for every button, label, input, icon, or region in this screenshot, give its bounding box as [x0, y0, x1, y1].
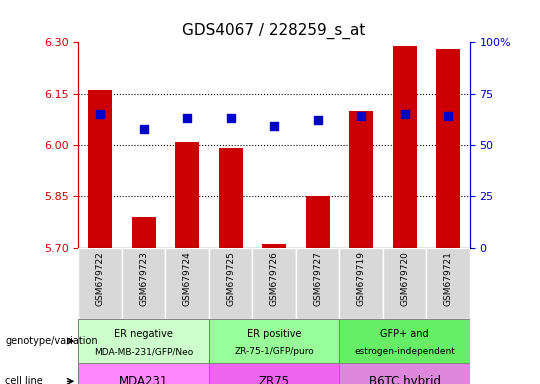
Text: estrogen-independent: estrogen-independent: [354, 348, 455, 356]
Text: cell line: cell line: [5, 376, 43, 384]
Bar: [262, 244, 286, 248]
Bar: [88, 90, 112, 248]
Bar: [349, 111, 373, 248]
Text: GSM679721: GSM679721: [443, 251, 453, 306]
Point: [313, 117, 322, 123]
Text: ER negative: ER negative: [114, 329, 173, 339]
Bar: [339, 248, 383, 319]
Title: GDS4067 / 228259_s_at: GDS4067 / 228259_s_at: [183, 23, 366, 40]
Text: GSM679727: GSM679727: [313, 251, 322, 306]
Bar: [78, 363, 209, 384]
Text: GFP+ and: GFP+ and: [380, 329, 429, 339]
Point: [270, 123, 279, 129]
Bar: [252, 248, 296, 319]
Point: [357, 113, 366, 119]
Text: GSM679722: GSM679722: [96, 251, 105, 306]
Point: [400, 111, 409, 117]
Point: [139, 126, 148, 132]
Bar: [383, 248, 426, 319]
Text: ZR75: ZR75: [259, 375, 289, 384]
Point: [183, 115, 191, 121]
Bar: [165, 248, 209, 319]
Text: GSM679720: GSM679720: [400, 251, 409, 306]
Text: B6TC hybrid: B6TC hybrid: [368, 375, 441, 384]
Point: [226, 115, 235, 121]
Bar: [175, 142, 199, 248]
Bar: [209, 248, 252, 319]
Text: MDA-MB-231/GFP/Neo: MDA-MB-231/GFP/Neo: [94, 348, 193, 356]
Text: GSM679724: GSM679724: [183, 251, 192, 306]
Bar: [209, 363, 339, 384]
Bar: [306, 196, 329, 248]
Bar: [426, 248, 470, 319]
Text: GSM679719: GSM679719: [356, 251, 366, 306]
Text: GSM679726: GSM679726: [269, 251, 279, 306]
Bar: [122, 248, 165, 319]
Bar: [219, 148, 242, 248]
Bar: [393, 46, 416, 248]
Bar: [339, 319, 470, 363]
Point: [444, 113, 453, 119]
Text: ZR-75-1/GFP/puro: ZR-75-1/GFP/puro: [234, 348, 314, 356]
Bar: [436, 49, 460, 248]
Bar: [209, 319, 339, 363]
Text: GSM679725: GSM679725: [226, 251, 235, 306]
Text: ER positive: ER positive: [247, 329, 301, 339]
Bar: [339, 363, 470, 384]
Text: GSM679723: GSM679723: [139, 251, 148, 306]
Text: MDA231: MDA231: [119, 375, 168, 384]
Bar: [78, 319, 209, 363]
Point: [96, 111, 104, 117]
Text: genotype/variation: genotype/variation: [5, 336, 98, 346]
Bar: [78, 248, 122, 319]
Bar: [296, 248, 339, 319]
Bar: [132, 217, 156, 248]
